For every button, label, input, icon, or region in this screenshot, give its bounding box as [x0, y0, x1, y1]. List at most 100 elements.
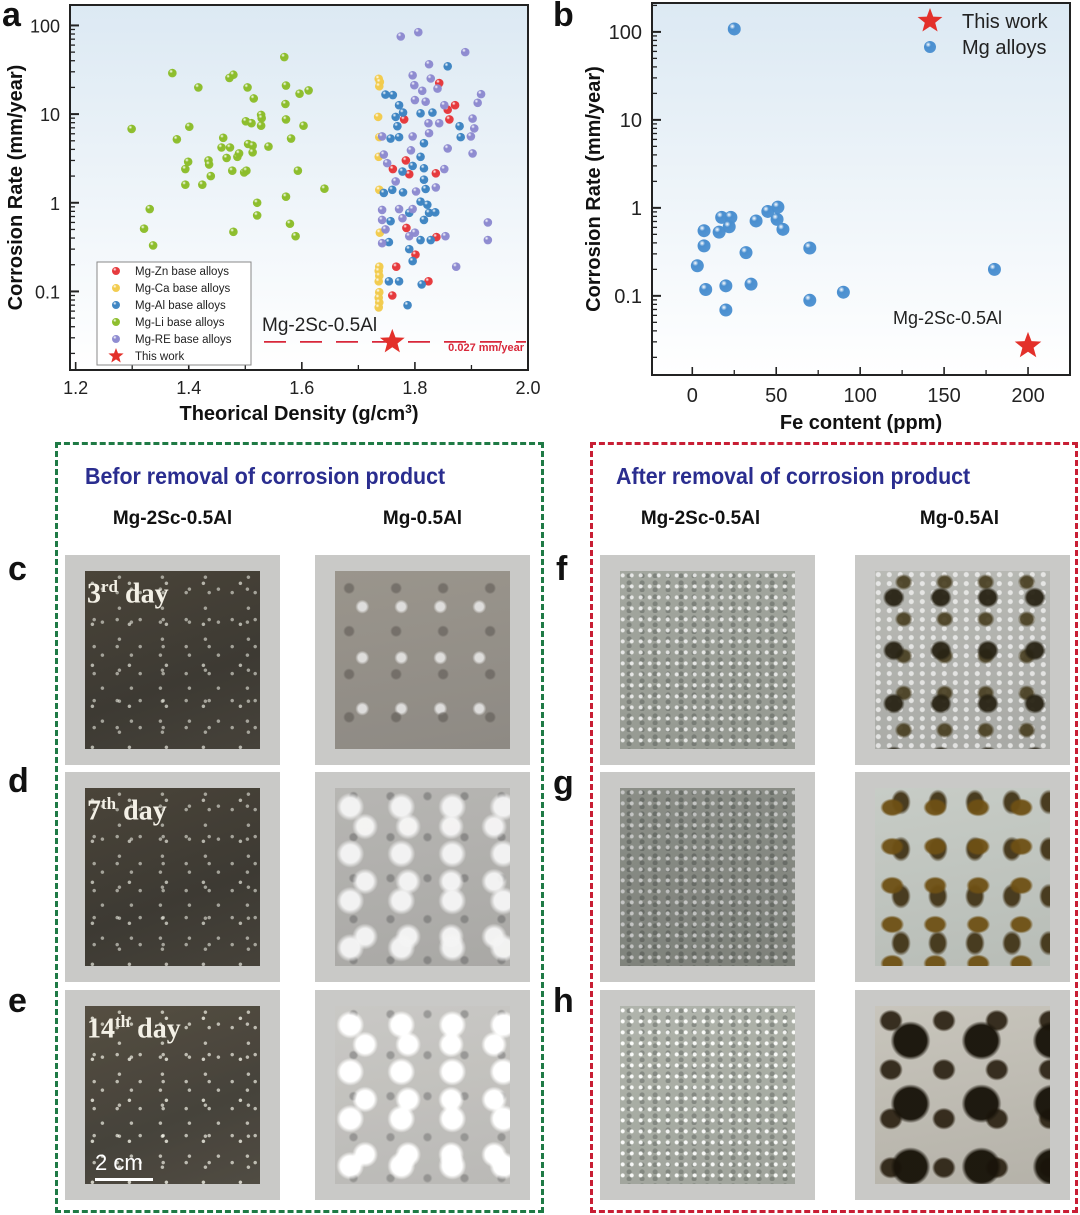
data-point [468, 149, 477, 158]
legend-marker [112, 267, 120, 275]
day-number: 7 [87, 795, 101, 827]
data-point [394, 100, 404, 110]
data-point [428, 108, 437, 117]
data-point [398, 167, 407, 176]
data-point [247, 118, 256, 128]
column-header: Mg-2Sc-0.5Al [640, 508, 761, 529]
data-point [410, 80, 419, 90]
data-point [398, 108, 408, 117]
day-suffix: th [101, 794, 117, 813]
data-point [771, 200, 785, 214]
data-point [168, 68, 177, 78]
photo-f-mg05al [855, 555, 1070, 765]
data-point [408, 256, 417, 266]
data-point [404, 244, 414, 254]
day-label: 7th day [87, 794, 167, 827]
data-point [377, 215, 387, 225]
data-point [387, 185, 397, 195]
x-tick-label: 1.4 [176, 378, 201, 398]
data-point [185, 122, 194, 132]
photo-h-mg05al [855, 990, 1070, 1200]
data-point [387, 291, 397, 300]
data-point [217, 143, 226, 152]
data-point-star [379, 328, 405, 353]
column-header: Mg-2Sc-0.5Al [112, 508, 233, 529]
data-point [424, 118, 433, 128]
data-point [242, 166, 251, 175]
day-number: 14 [87, 1013, 115, 1045]
data-point [441, 231, 450, 241]
data-point [304, 86, 313, 95]
data-point [374, 303, 384, 312]
legend-label: Mg-Li base alloys [135, 317, 225, 329]
x-tick-label: 1.6 [289, 378, 314, 398]
photo-e-mg2sc: 14th day 2 cm [65, 990, 280, 1200]
data-point [145, 204, 155, 214]
data-point [423, 200, 432, 210]
data-point [286, 134, 296, 143]
data-point [384, 277, 394, 286]
data-point [398, 213, 407, 223]
legend-label: Mg-Al base alloys [135, 300, 226, 312]
data-point [433, 84, 442, 93]
data-point [424, 208, 434, 218]
data-point [252, 198, 262, 208]
data-point [776, 222, 790, 236]
x-tick-label: 2.0 [515, 378, 540, 398]
data-point [252, 211, 262, 220]
data-point [204, 160, 214, 169]
legend: Mg-Zn base alloys Mg-Ca base alloys Mg-Al … [96, 261, 252, 366]
day-word: day [125, 578, 169, 610]
legend-label: This work [962, 11, 1049, 33]
photo-c-mg2sc: 3rd day [65, 555, 280, 765]
data-point [417, 280, 426, 289]
data-point [697, 239, 711, 253]
data-point [426, 235, 436, 245]
data-point [770, 212, 784, 226]
before-removal-box [55, 442, 544, 1213]
data-point [243, 83, 252, 92]
data-point [374, 277, 384, 286]
photo-f-mg2sc [600, 555, 815, 765]
data-point-star [1014, 331, 1042, 358]
data-point [836, 285, 850, 299]
data-point [281, 192, 291, 202]
data-point [206, 171, 216, 181]
data-point [483, 218, 493, 227]
data-point [401, 156, 411, 165]
data-point [281, 115, 291, 124]
data-point [181, 180, 190, 189]
data-point [690, 259, 704, 273]
data-point [194, 83, 203, 92]
legend-marker [112, 318, 120, 326]
photo-d-mg05al [315, 772, 530, 982]
legend-box [96, 261, 252, 366]
data-point [468, 114, 477, 123]
after-removal-title: After removal of corrosion product [616, 463, 971, 489]
scale-bar-label: 2 cm [95, 1150, 143, 1175]
data-point [139, 224, 149, 233]
legend-label: Mg alloys [962, 37, 1046, 59]
data-point [279, 52, 289, 62]
data-point [744, 277, 758, 291]
data-point [257, 113, 266, 123]
data-point [229, 70, 238, 80]
photo-g-mg2sc [600, 772, 815, 982]
photo-e-mg05al [315, 990, 530, 1200]
column-header: Mg-0.5Al [919, 508, 1000, 529]
data-point [430, 208, 440, 217]
data-point [381, 225, 390, 234]
data-point [291, 231, 300, 241]
data-point [749, 214, 763, 228]
data-point [293, 166, 303, 175]
data-point [285, 219, 295, 229]
data-point [384, 237, 394, 247]
data-point [431, 183, 441, 192]
data-point [416, 197, 425, 206]
data-point [181, 164, 190, 174]
panel-label-f: f [556, 550, 568, 588]
chart-b: 100 10 1 0.1 0 50 100 150 200 Corrosion Rate (mm/… [583, 2, 1071, 434]
data-point [424, 128, 434, 138]
legend-label: Mg-Ca base alloys [135, 283, 230, 295]
